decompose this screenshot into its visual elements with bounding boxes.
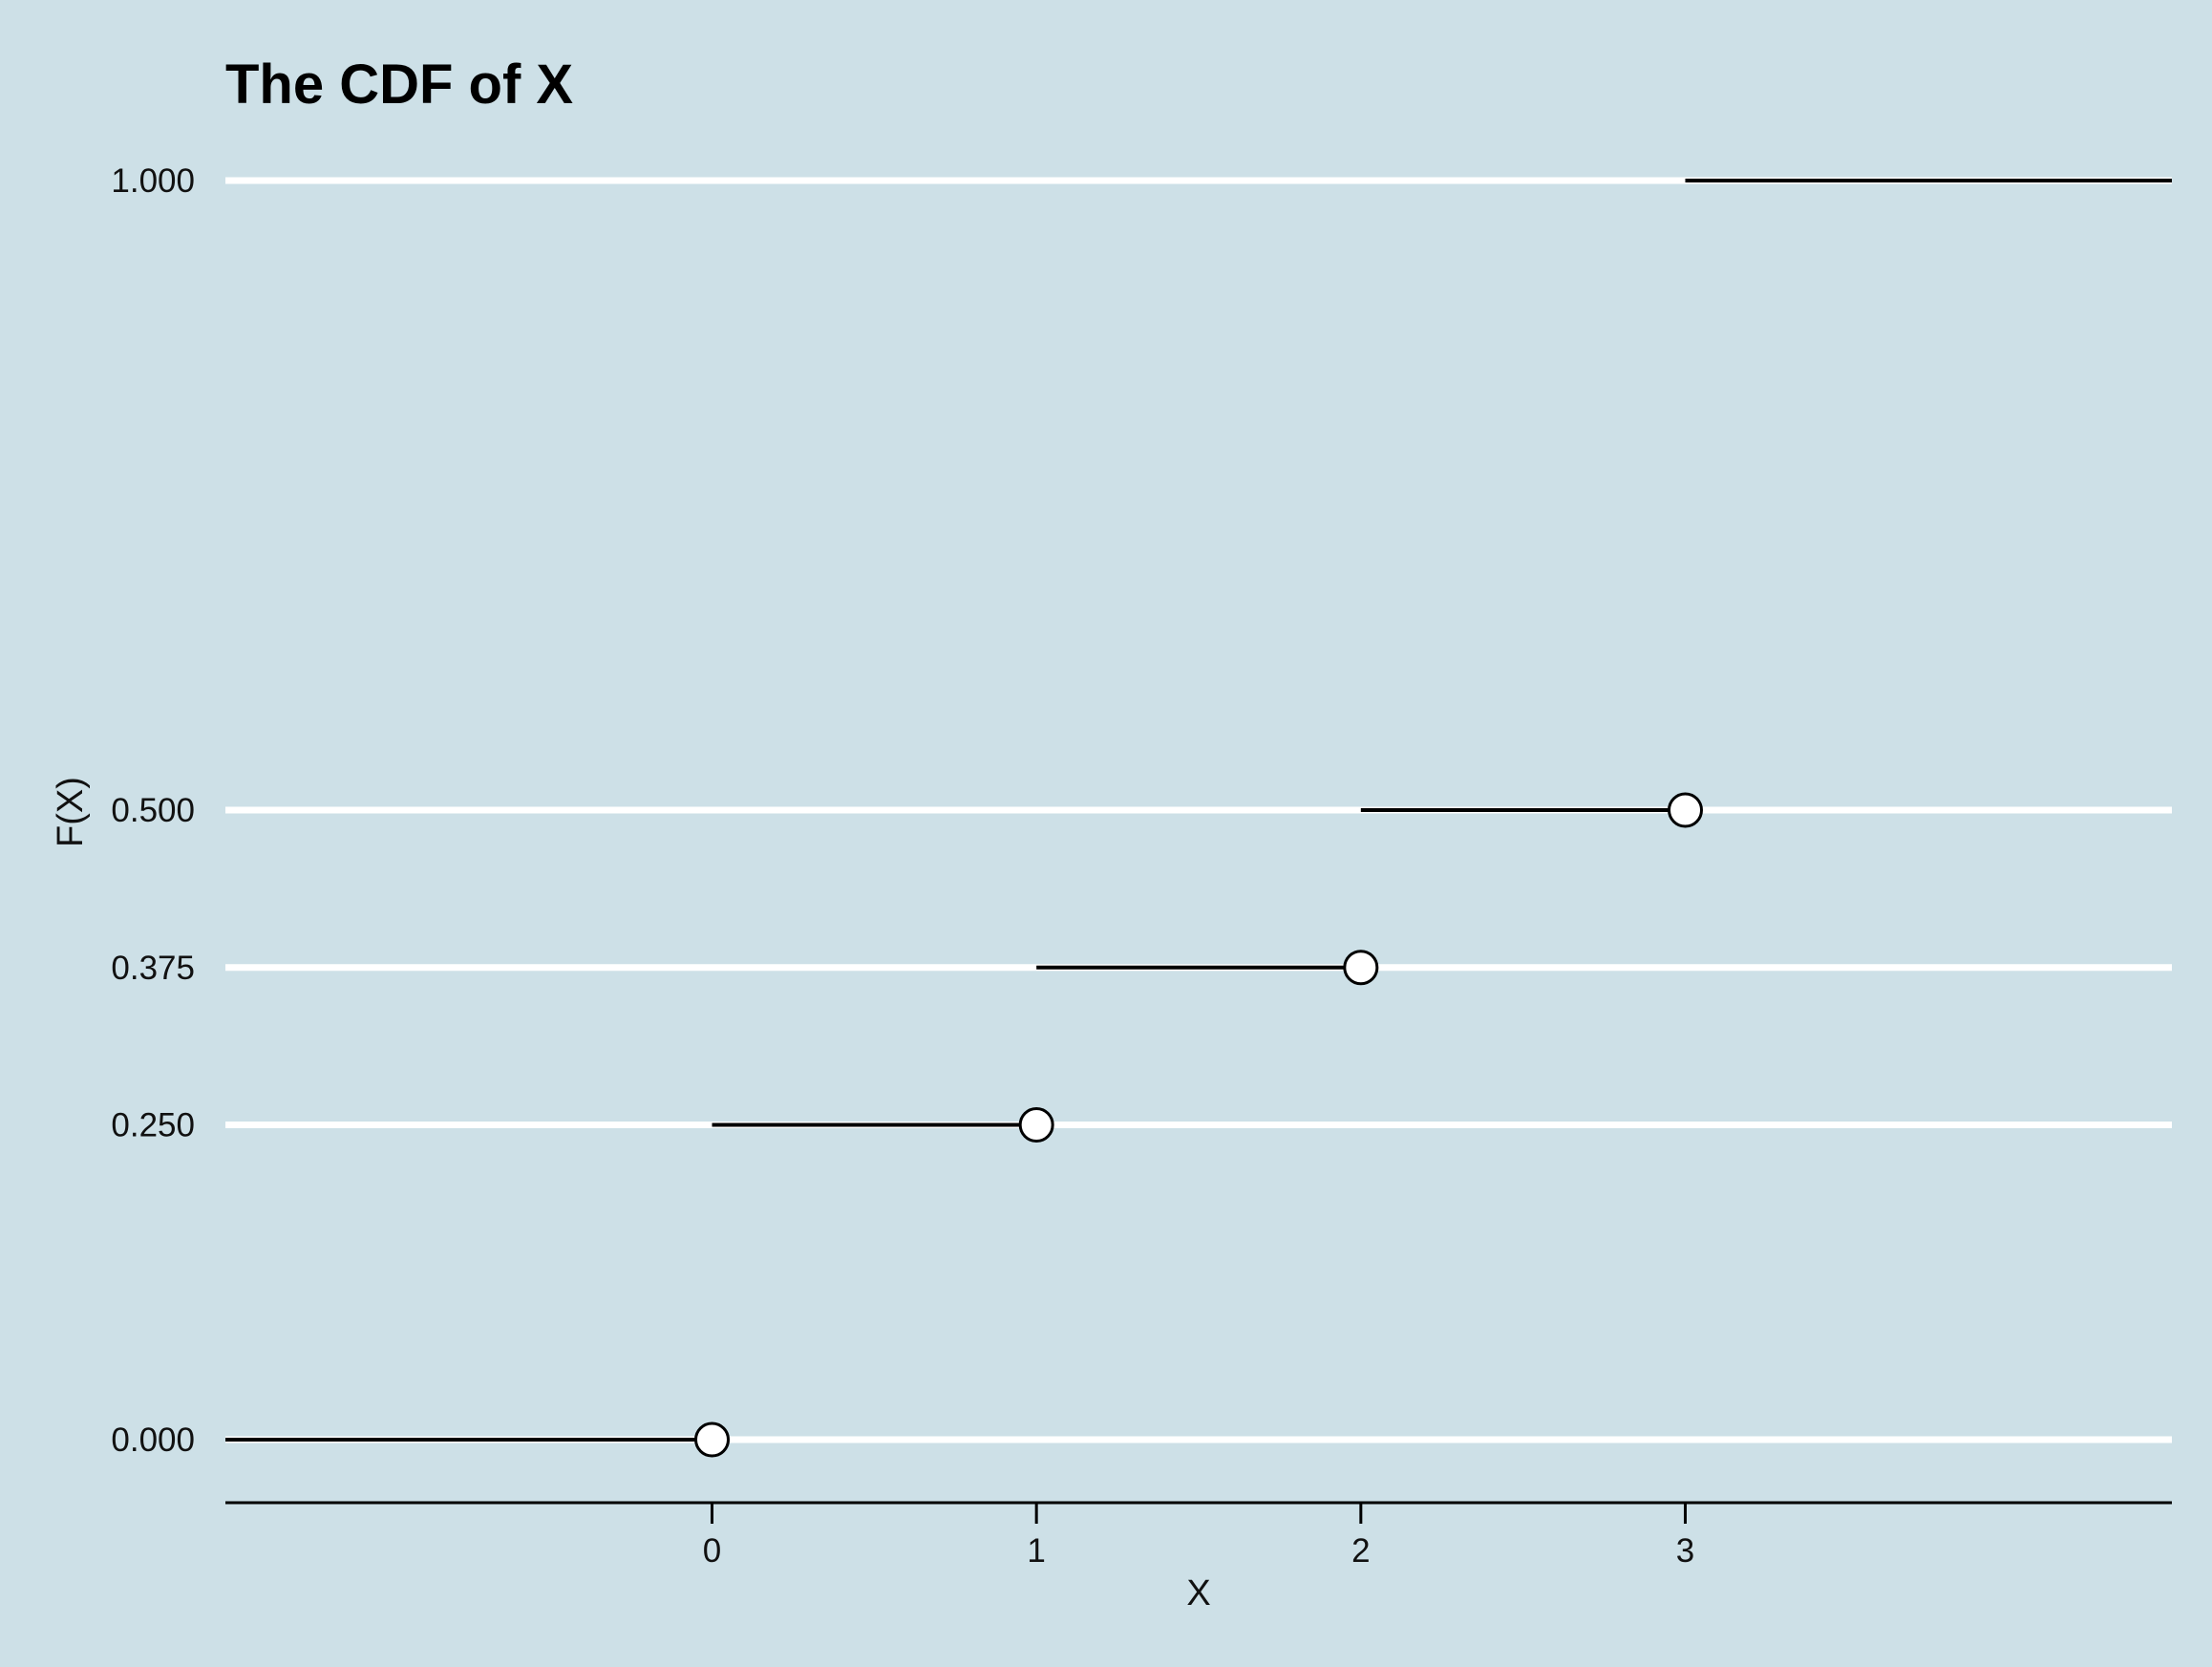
chart-title: The CDF of X <box>225 53 573 116</box>
open-point <box>694 1421 730 1458</box>
y-tick-label: 0.500 <box>111 792 195 829</box>
y-axis-tick-labels: 0.000 0.250 0.375 0.500 1.000 <box>111 162 195 1459</box>
x-axis: 0 1 2 3 <box>225 1501 2172 1570</box>
y-tick-label: 1.000 <box>111 162 195 200</box>
x-tick-label: 2 <box>1351 1532 1370 1570</box>
open-point <box>1668 792 1703 828</box>
x-tick-label: 0 <box>703 1532 721 1570</box>
y-tick-label: 0.250 <box>111 1107 195 1144</box>
open-point <box>1343 950 1379 986</box>
y-tick-label: 0.000 <box>111 1421 195 1459</box>
cdf-steps <box>225 179 2172 1442</box>
x-tick-label: 3 <box>1676 1532 1694 1570</box>
open-points <box>694 792 1703 1458</box>
y-tick-label: 0.375 <box>111 950 195 987</box>
y-axis-title: F(X) <box>51 777 91 847</box>
open-point <box>1018 1107 1054 1143</box>
x-tick-label: 1 <box>1027 1532 1045 1570</box>
x-axis-title: X <box>1186 1573 1210 1614</box>
